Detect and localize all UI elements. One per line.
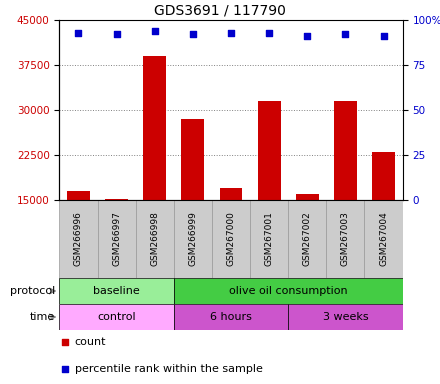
Bar (334, 101, 357, 200)
Text: GSM266997: GSM266997 (112, 212, 121, 266)
Bar (59, 200, 98, 278)
Bar (67, 191, 90, 200)
Bar (372, 152, 395, 200)
Text: 6 hours: 6 hours (210, 312, 252, 322)
Point (75, 30, 82, 36)
Text: GSM267001: GSM267001 (264, 212, 274, 266)
Text: GSM267002: GSM267002 (303, 212, 312, 266)
Text: GSM267004: GSM267004 (379, 212, 388, 266)
Text: 3 weeks: 3 weeks (323, 312, 368, 322)
Bar (250, 200, 288, 278)
Bar (212, 200, 250, 278)
Point (227, 30, 235, 36)
Bar (181, 119, 204, 200)
Bar (136, 200, 174, 278)
Point (61, 339, 68, 345)
Text: GDS3691 / 117790: GDS3691 / 117790 (154, 3, 286, 17)
Bar (288, 200, 326, 278)
Bar (59, 304, 174, 330)
Bar (143, 56, 166, 200)
Text: baseline: baseline (93, 286, 140, 296)
Text: count: count (75, 337, 106, 347)
Bar (98, 200, 136, 278)
Text: GSM267003: GSM267003 (341, 212, 350, 266)
Text: GSM266996: GSM266996 (74, 212, 83, 266)
Bar (326, 200, 364, 278)
Bar (288, 304, 403, 330)
Bar (174, 200, 212, 278)
Point (380, 33, 387, 39)
Point (151, 28, 158, 34)
Text: percentile rank within the sample: percentile rank within the sample (75, 364, 263, 374)
Point (189, 31, 196, 38)
Bar (296, 194, 319, 200)
Text: control: control (97, 312, 136, 322)
Text: GSM266999: GSM266999 (188, 212, 198, 266)
Bar (174, 278, 403, 304)
Point (342, 31, 349, 38)
Point (304, 33, 311, 39)
Text: GSM266998: GSM266998 (150, 212, 159, 266)
Bar (220, 188, 242, 200)
Bar (258, 101, 281, 200)
Bar (105, 199, 128, 200)
Point (113, 31, 120, 38)
Text: protocol: protocol (10, 286, 55, 296)
Text: time: time (30, 312, 55, 322)
Point (61, 366, 68, 372)
Point (266, 30, 273, 36)
Text: olive oil consumption: olive oil consumption (229, 286, 348, 296)
Text: GSM267000: GSM267000 (227, 212, 235, 266)
Bar (364, 200, 403, 278)
Bar (174, 304, 288, 330)
Bar (59, 278, 174, 304)
